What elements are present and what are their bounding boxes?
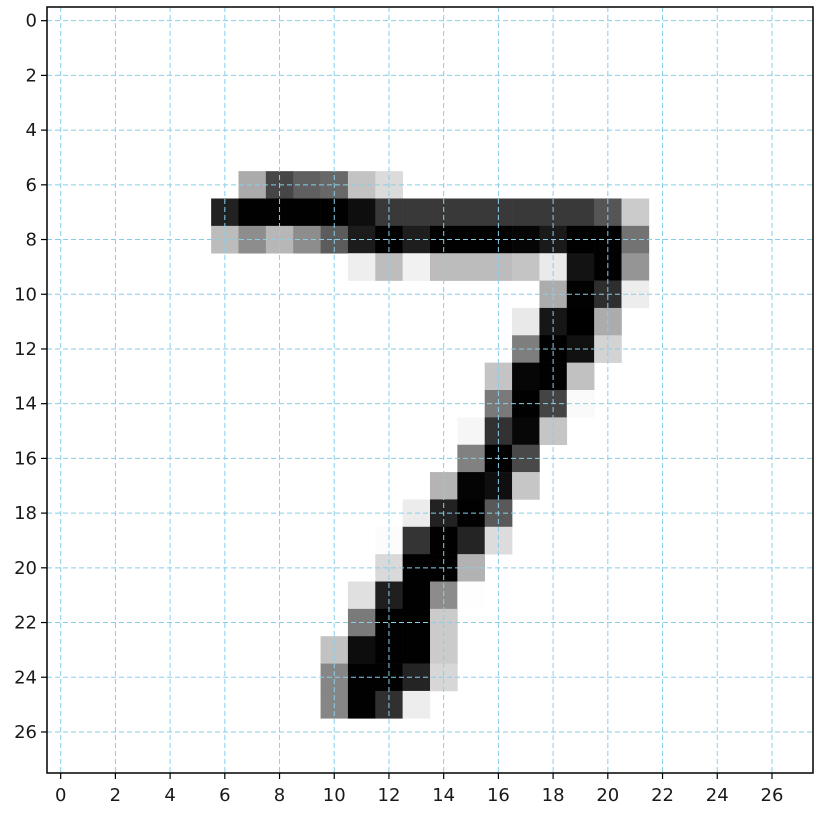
y-tick-label: 12 — [14, 339, 37, 360]
pixel-cells — [47, 7, 813, 773]
pixel-cell — [293, 198, 321, 227]
pixel-cell — [512, 417, 540, 446]
pixel-cell — [238, 198, 267, 227]
y-tick-label: 0 — [26, 11, 37, 32]
pixel-cell — [402, 253, 431, 281]
pixel-cell — [512, 253, 540, 281]
y-tick-label: 10 — [14, 284, 37, 305]
y-tick-label: 26 — [14, 722, 37, 743]
y-tick-label: 24 — [14, 667, 37, 688]
x-tick-label: 16 — [487, 785, 510, 806]
x-tick-label: 6 — [219, 785, 230, 806]
pixel-cell — [457, 198, 486, 227]
pixel-cell — [347, 253, 376, 281]
pixel-cell — [566, 198, 595, 227]
pixel-cell — [347, 198, 376, 227]
y-tick-label: 8 — [26, 230, 37, 251]
x-tick-label: 4 — [164, 785, 175, 806]
pixel-cell — [512, 472, 540, 500]
pixel-cell — [347, 636, 376, 664]
x-tick-label: 14 — [432, 785, 455, 806]
pixel-cell — [512, 198, 540, 227]
x-tick-label: 12 — [378, 785, 401, 806]
pixel-cell — [457, 472, 486, 500]
pixel-cell — [347, 690, 376, 719]
x-axis-ticks: 0 2 4 6 8 10 12 14 16 18 20 22 24 26 — [55, 773, 783, 806]
pixel-cell — [402, 636, 431, 664]
x-tick-label: 10 — [323, 785, 346, 806]
pixel-cell — [402, 198, 431, 227]
pixel-cell — [566, 307, 595, 336]
y-tick-label: 20 — [14, 558, 37, 579]
y-tick-label: 22 — [14, 613, 37, 634]
x-tick-label: 2 — [110, 785, 121, 806]
y-tick-label: 18 — [14, 503, 37, 524]
pixel-cell — [347, 581, 376, 610]
pixel-cell — [457, 526, 486, 555]
x-tick-label: 26 — [761, 785, 784, 806]
pixel-cell — [402, 581, 431, 610]
pixel-cell — [566, 253, 595, 281]
x-tick-label: 18 — [542, 785, 565, 806]
pixel-cell — [512, 362, 540, 391]
pixel-cell — [566, 362, 595, 391]
pixel-cell — [512, 307, 540, 336]
x-tick-label: 0 — [55, 785, 66, 806]
x-tick-label: 20 — [596, 785, 619, 806]
pixel-cell — [457, 253, 486, 281]
y-tick-label: 14 — [14, 394, 37, 415]
pixel-cell — [402, 526, 431, 555]
y-tick-label: 4 — [26, 120, 37, 141]
axes-frame — [46, 6, 814, 774]
pixel-cell — [402, 690, 431, 719]
x-tick-label: 22 — [651, 785, 674, 806]
y-tick-label: 2 — [26, 65, 37, 86]
x-tick-label: 8 — [274, 785, 285, 806]
pixel-cell — [457, 417, 486, 446]
y-tick-label: 16 — [14, 448, 37, 469]
pixel-cell — [621, 198, 650, 227]
x-tick-label: 24 — [706, 785, 729, 806]
y-tick-label: 6 — [26, 175, 37, 196]
pixel-cell — [621, 253, 650, 281]
pixel-cell — [457, 581, 486, 610]
